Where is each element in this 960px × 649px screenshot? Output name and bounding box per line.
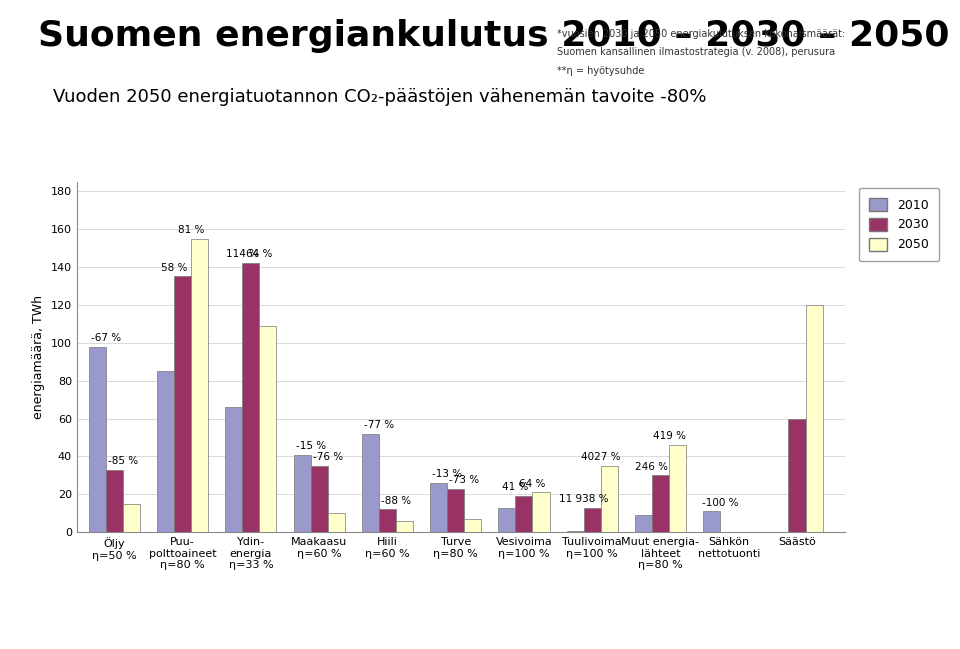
Text: 114 %: 114 % [226,249,259,260]
Bar [533,493,549,532]
Text: Suomen kansallinen ilmastostrategia (v. 2008), perusura: Suomen kansallinen ilmastostrategia (v. … [557,47,835,57]
Text: -77 %: -77 % [364,420,394,430]
Bar [498,508,516,532]
Bar [106,470,123,532]
Bar [430,483,447,532]
Y-axis label: energiamäärä, TWh: energiamäärä, TWh [33,295,45,419]
Text: Vuoden 2050 energiatuotannon CO₂-päästöjen vähenemän tavoite -80%: Vuoden 2050 energiatuotannon CO₂-päästöj… [53,88,707,106]
Text: -67 %: -67 % [91,333,121,343]
Text: 419 %: 419 % [653,431,685,441]
Bar [327,513,345,532]
Bar [516,496,533,532]
Bar [635,515,652,532]
Text: **η = hyötysuhde: **η = hyötysuhde [557,66,644,75]
Text: -100 %: -100 % [702,498,738,508]
Bar [259,326,276,532]
Text: 4027 %: 4027 % [581,452,620,462]
Text: 81 %: 81 % [178,225,204,235]
Bar [652,475,669,532]
Bar [669,445,686,532]
Bar [191,239,208,532]
Bar [447,489,465,532]
Bar [294,454,311,532]
Bar [123,504,140,532]
Text: 11 938 %: 11 938 % [559,494,609,504]
Bar [788,419,805,532]
Text: -85 %: -85 % [108,456,138,466]
Bar [601,466,618,532]
Text: 246 %: 246 % [636,461,668,472]
Text: 64 %: 64 % [246,249,273,260]
Text: -88 %: -88 % [381,496,411,506]
Bar [703,511,720,532]
Bar [465,519,481,532]
Bar [396,520,413,532]
Text: -76 %: -76 % [313,452,343,462]
Text: -13 %: -13 % [432,469,462,479]
Legend: 2010, 2030, 2050: 2010, 2030, 2050 [859,188,939,262]
Bar [242,263,259,532]
Bar [362,434,379,532]
Text: 64 %: 64 % [519,478,545,489]
Text: *vuosien 2030 ja 2050 energiakulutuksen kokonaismäärät:: *vuosien 2030 ja 2050 energiakulutuksen … [557,29,845,39]
Text: -73 %: -73 % [449,475,479,485]
Text: -15 %: -15 % [296,441,325,450]
Bar [226,407,242,532]
Bar [88,347,106,532]
Bar [379,509,396,532]
Text: 41 %: 41 % [502,482,529,493]
Text: 58 %: 58 % [161,263,187,273]
Bar [311,466,327,532]
Bar [174,276,191,532]
Text: Suomen energiankulutus 2010 – 2030 – 2050: Suomen energiankulutus 2010 – 2030 – 205… [38,19,949,53]
Bar [157,371,174,532]
Bar [584,508,601,532]
Bar [805,305,823,532]
